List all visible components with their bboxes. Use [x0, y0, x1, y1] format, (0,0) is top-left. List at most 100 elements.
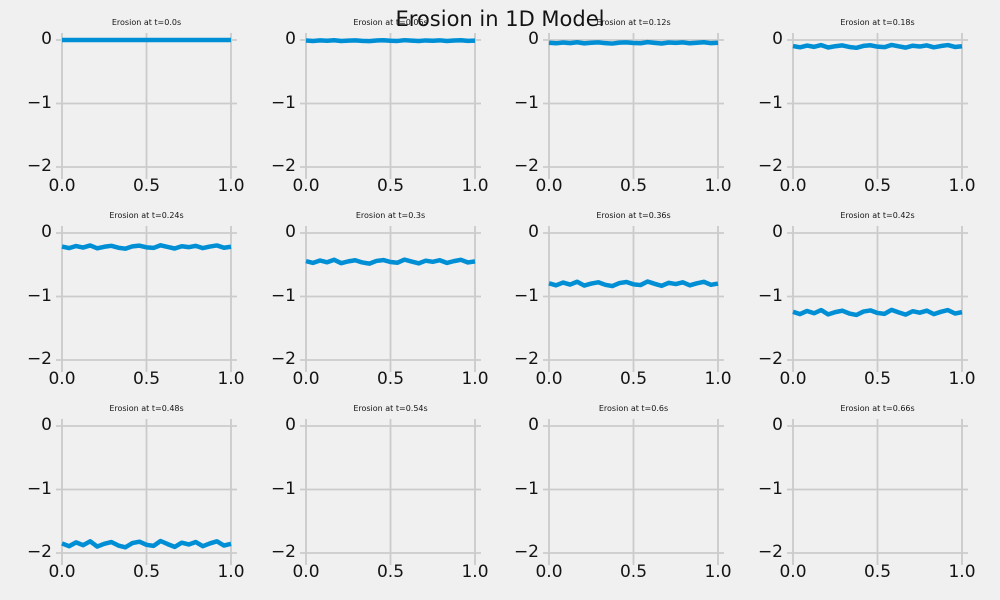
x-tick-label: 0.0: [48, 562, 76, 582]
y-tick-label: −2: [757, 155, 783, 176]
y-tick-label: −2: [513, 541, 539, 562]
x-tick-label: 0.5: [863, 369, 892, 389]
subplot-title: Erosion at t=0.0s: [111, 18, 182, 27]
x-tick-label: 0.0: [779, 369, 807, 389]
y-tick-label: 0: [772, 28, 783, 49]
subplot-plot-area: [300, 226, 481, 372]
subplot-plot-area: [787, 226, 968, 372]
x-tick-label: 0.0: [292, 176, 320, 196]
subplot-plot-area: [543, 226, 724, 372]
y-tick-label: −1: [757, 285, 783, 306]
subplot-t-0s: Erosion at t=0.0s 0 −1 −2 0.0 0.5 1.0: [27, 18, 245, 195]
x-tick-label: 1.0: [217, 176, 245, 196]
subplot-plot-area: [56, 33, 237, 179]
subplot-t-0.18s: Erosion at t=0.18s 0 −1 −2 0.0 0.5 1.0: [758, 18, 976, 195]
subplot-t-0.42s: Erosion at t=0.42s 0 −1 −2 0.0 0.5 1.0: [758, 211, 976, 388]
y-tick-label: −2: [26, 155, 52, 176]
x-tick-label: 0.0: [779, 176, 807, 196]
y-tick-label: 0: [285, 414, 296, 435]
subplot-title: Erosion at t=0.54s: [353, 404, 428, 413]
erosion-line: [61, 243, 232, 251]
subplot-plot-area: [787, 419, 968, 565]
y-tick-label: 0: [41, 28, 52, 49]
subplot-t-0.36s: Erosion at t=0.36s 0 −1 −2 0.0 0.5 1.0: [514, 211, 732, 388]
x-tick-label: 1.0: [704, 369, 732, 389]
y-tick-label: 0: [528, 414, 539, 435]
x-tick-label: 0.5: [132, 369, 161, 389]
x-tick-label: 0.0: [48, 176, 76, 196]
x-tick-label: 1.0: [704, 176, 732, 196]
y-tick-label: 0: [772, 221, 783, 242]
y-tick-label: −1: [513, 285, 539, 306]
subplot-t-0.24s: Erosion at t=0.24s 0 −1 −2 0.0 0.5 1.0: [27, 211, 245, 388]
x-tick-label: 0.0: [292, 562, 320, 582]
y-tick-label: −2: [513, 348, 539, 369]
x-tick-label: 0.5: [619, 562, 648, 582]
x-tick-label: 1.0: [461, 562, 489, 582]
subplot-t-0.06s: Erosion at t=0.06s 0 −1 −2 0.0 0.5 1.0: [271, 18, 489, 195]
y-tick-label: 0: [285, 221, 296, 242]
subplot-title: Erosion at t=0.6s: [598, 404, 669, 413]
subplot-t-0.6s: Erosion at t=0.6s 0 −1 −2 0.0 0.5 1.0: [514, 404, 732, 581]
y-tick-label: −1: [270, 92, 296, 113]
x-tick-label: 0.5: [619, 176, 648, 196]
x-tick-label: 0.0: [292, 369, 320, 389]
x-tick-label: 0.5: [376, 176, 405, 196]
subplot-title: Erosion at t=0.06s: [353, 18, 428, 27]
subplot-plot-area: [300, 33, 481, 179]
x-tick-label: 1.0: [948, 369, 976, 389]
y-tick-label: 0: [41, 414, 52, 435]
subplot-title: Erosion at t=0.12s: [596, 18, 671, 27]
y-tick-label: −1: [513, 478, 539, 499]
x-tick-label: 1.0: [217, 562, 245, 582]
x-tick-label: 0.0: [535, 369, 563, 389]
y-tick-label: −1: [26, 285, 52, 306]
x-tick-label: 0.0: [535, 562, 563, 582]
subplot-plot-area: [543, 419, 724, 565]
x-tick-label: 0.0: [535, 176, 563, 196]
y-tick-label: 0: [41, 221, 52, 242]
erosion-line: [305, 257, 476, 266]
erosion-line: [61, 538, 232, 550]
subplot-title: Erosion at t=0.48s: [109, 404, 184, 413]
subplot-t-0.12s: Erosion at t=0.12s 0 −1 −2 0.0 0.5 1.0: [514, 18, 732, 195]
y-tick-label: −1: [26, 478, 52, 499]
x-tick-label: 1.0: [948, 562, 976, 582]
erosion-line: [548, 279, 719, 289]
x-tick-label: 0.5: [376, 562, 405, 582]
y-tick-label: −2: [270, 155, 296, 176]
subplot-title: Erosion at t=0.3s: [355, 211, 426, 220]
y-tick-label: −1: [513, 92, 539, 113]
y-tick-label: 0: [285, 28, 296, 49]
subplot-plot-area: [787, 33, 968, 179]
x-tick-label: 0.0: [48, 369, 76, 389]
subplot-title: Erosion at t=0.66s: [840, 404, 915, 413]
y-tick-label: −1: [757, 92, 783, 113]
erosion-line: [792, 42, 963, 51]
x-tick-label: 0.5: [132, 176, 161, 196]
y-tick-label: 0: [772, 414, 783, 435]
x-tick-label: 0.0: [779, 562, 807, 582]
x-tick-label: 1.0: [948, 176, 976, 196]
subplot-plot-area: [56, 419, 237, 565]
x-tick-label: 0.5: [376, 369, 405, 389]
subplot-plot-area: [543, 33, 724, 179]
subplot-t-0.54s: Erosion at t=0.54s 0 −1 −2 0.0 0.5 1.0: [271, 404, 489, 581]
subplot-title: Erosion at t=0.18s: [840, 18, 915, 27]
x-tick-label: 1.0: [461, 176, 489, 196]
erosion-line: [548, 39, 719, 46]
x-tick-label: 1.0: [704, 562, 732, 582]
y-tick-label: 0: [528, 28, 539, 49]
subplot-plot-area: [56, 226, 237, 372]
subplot-plot-area: [300, 419, 481, 565]
y-tick-label: −2: [26, 348, 52, 369]
x-tick-label: 1.0: [217, 369, 245, 389]
y-tick-label: −1: [270, 285, 296, 306]
y-tick-label: −1: [757, 478, 783, 499]
subplot-title: Erosion at t=0.24s: [109, 211, 184, 220]
x-tick-label: 0.5: [863, 176, 892, 196]
y-tick-label: −2: [757, 348, 783, 369]
erosion-line: [305, 37, 476, 44]
x-tick-label: 0.5: [863, 562, 892, 582]
